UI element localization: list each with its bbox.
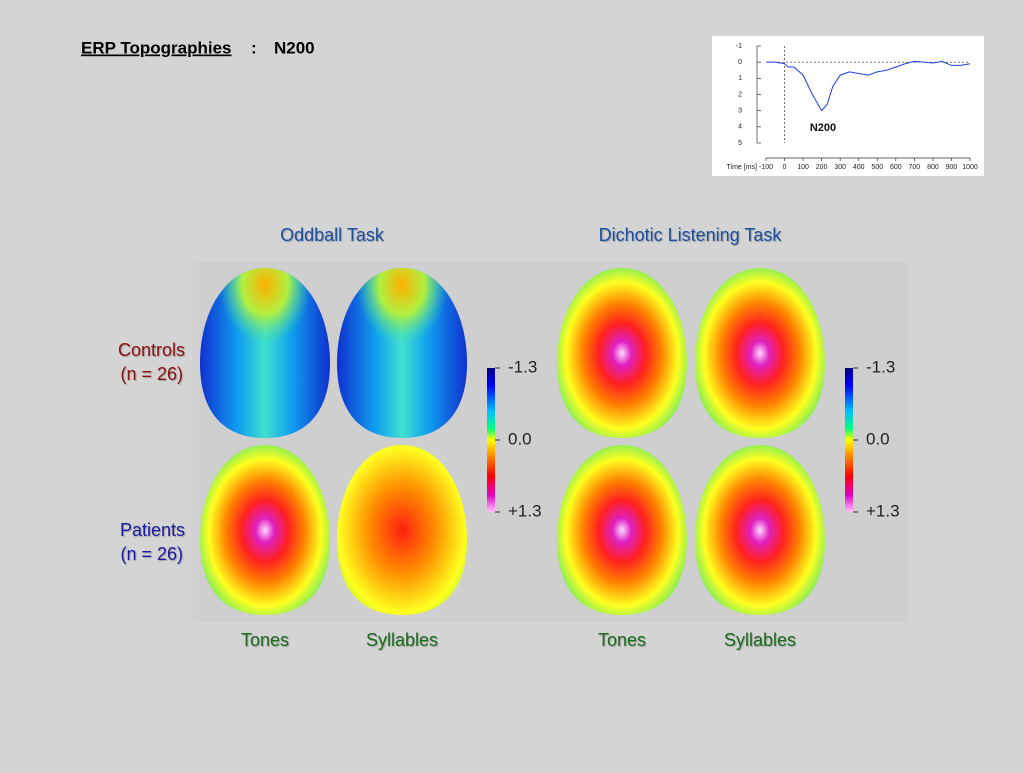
colorbar-label: +1.3 [508,501,542,520]
y-tick-label: 2 [738,91,742,98]
y-tick-label: 4 [738,124,742,131]
y-tick-label: 1 [738,75,742,82]
task-title: Dichotic Listening Task [599,225,783,245]
x-tick-label: 0 [783,164,787,171]
group-label: Patients [120,520,185,540]
title-component: N200 [274,38,315,57]
colorbar-label: 0.0 [866,429,890,448]
x-tick-label: 300 [834,164,846,171]
group-label: Controls [118,340,185,360]
waveform-panel [712,36,984,176]
colorbar-label: -1.3 [866,357,895,376]
peak-annotation: N200 [810,122,836,134]
group-n: (n = 26) [120,544,183,564]
colorbar [845,368,853,512]
x-tick-label: 800 [927,164,939,171]
x-tick-label: 500 [871,164,883,171]
x-tick-label: 600 [890,164,902,171]
x-axis-label: Time [ms] [727,164,758,171]
group-n: (n = 26) [120,364,183,384]
colorbar [487,368,495,512]
condition-label: Syllables [366,630,438,650]
slide-title: ERP Topographies [81,38,232,57]
y-tick-label: 5 [738,140,742,147]
title-separator: : [251,38,257,57]
condition-label: Syllables [724,630,796,650]
x-tick-label: 200 [816,164,828,171]
x-tick-label: 700 [909,164,921,171]
condition-label: Tones [241,630,289,650]
colorbar-label: -1.3 [508,357,537,376]
y-tick-label: -1 [736,43,742,50]
x-tick-label: 400 [853,164,865,171]
colorbar-label: 0.0 [508,429,532,448]
y-tick-label: 3 [738,108,742,115]
waveform [766,60,971,112]
x-tick-label: -100 [759,164,773,171]
condition-label: Tones [598,630,646,650]
task-title: Oddball Task [280,225,385,245]
colorbar-label: +1.3 [866,501,900,520]
x-tick-label: 100 [797,164,809,171]
y-tick-label: 0 [738,59,742,66]
x-tick-label: 900 [946,164,958,171]
x-tick-label: 1000 [962,164,978,171]
